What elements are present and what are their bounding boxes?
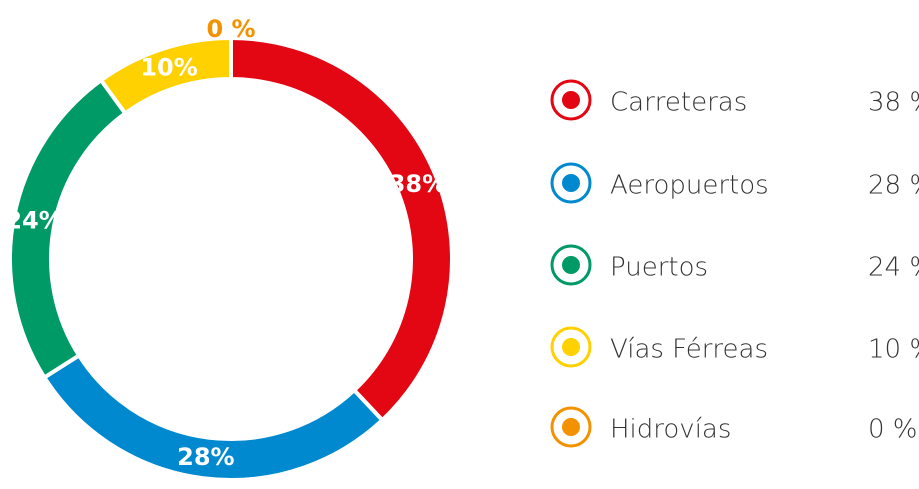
legend-icon-inner	[562, 418, 580, 436]
legend-item: Carreteras 38 %	[550, 79, 919, 121]
legend-value: 28 %	[868, 171, 919, 201]
legend-icon-inner	[562, 91, 580, 109]
legend-icon-inner	[562, 174, 580, 192]
legend-value: 38 %	[868, 88, 919, 118]
legend-label: Puertos	[610, 253, 708, 283]
legend-item: Puertos 24 %	[550, 244, 919, 286]
slice-label: 28%	[177, 443, 234, 471]
slice	[229, 35, 454, 423]
legend-value: 24 %	[868, 253, 919, 283]
legend-icon-inner	[562, 256, 580, 274]
slice-label: 38%	[389, 170, 446, 198]
legend-value: 10 %	[868, 335, 919, 365]
slice-label: 24%	[5, 206, 62, 234]
legend-label: Vías Férreas	[610, 335, 768, 365]
legend-icon-inner	[562, 338, 580, 356]
legend-label: Hidrovías	[610, 415, 731, 445]
legend-item: Aeropuertos 28 %	[550, 162, 919, 204]
legend-label: Carreteras	[610, 88, 747, 118]
legend-item: Vías Férreas 10 %	[550, 326, 919, 368]
legend-value: 0 %	[868, 415, 918, 445]
slice-label: 0 %	[206, 15, 255, 43]
slice-label: 10%	[140, 53, 197, 81]
legend-item: Hidrovías 0 %	[550, 406, 918, 448]
legend-label: Aeropuertos	[610, 171, 769, 201]
